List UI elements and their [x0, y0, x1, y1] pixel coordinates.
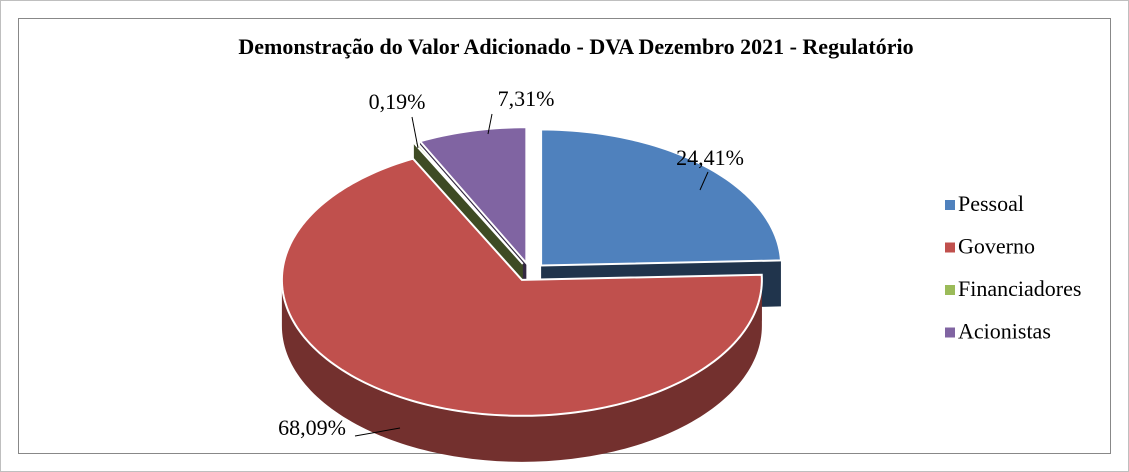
data-label: 68,09% — [278, 415, 346, 440]
leader-line — [354, 427, 401, 437]
legend-swatch — [945, 327, 955, 338]
data-label: 0,19% — [369, 89, 426, 114]
legend-swatch — [945, 242, 955, 253]
slice-top — [280, 157, 763, 417]
legend-swatch — [945, 285, 955, 295]
pie-slice — [280, 157, 763, 462]
leader-line — [487, 113, 493, 135]
legend-swatch — [945, 200, 955, 210]
slice-top — [418, 126, 528, 266]
legend-label: Financiadores — [958, 276, 1081, 301]
slice-top — [540, 128, 783, 267]
data-label: 7,31% — [498, 86, 555, 111]
data-label: 24,41% — [676, 145, 744, 170]
chart-title: Demonstração do Valor Adicionado - DVA D… — [238, 34, 913, 59]
slice-top — [412, 140, 524, 265]
legend-label: Governo — [958, 234, 1035, 259]
slice-wall — [281, 279, 762, 462]
legend-label: Acionistas — [958, 319, 1051, 344]
legend-label: Pessoal — [958, 191, 1024, 216]
leader-line — [411, 116, 419, 149]
leader-line — [699, 171, 709, 191]
